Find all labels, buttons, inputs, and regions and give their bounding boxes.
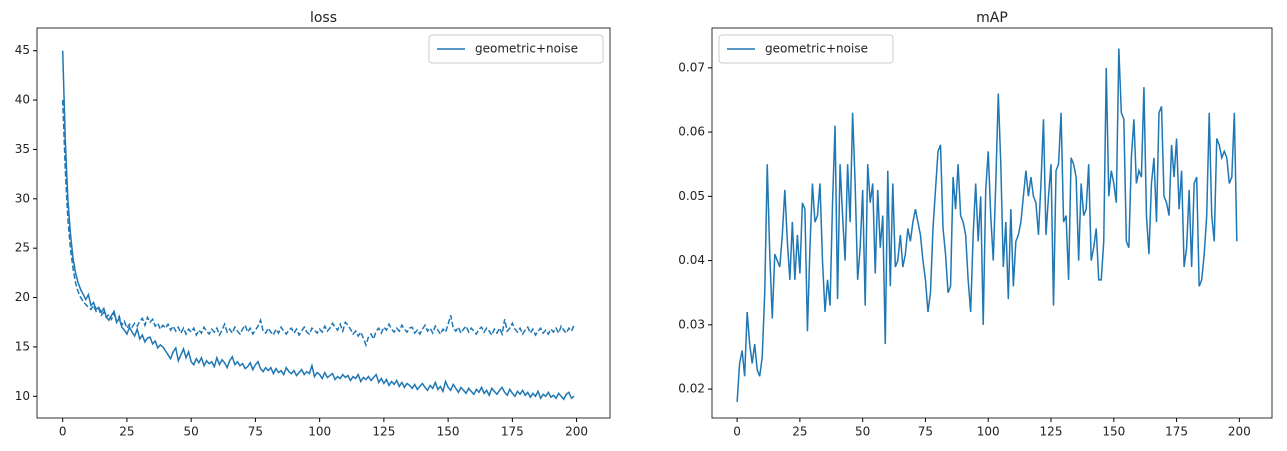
x-tick-label: 0 [733, 425, 741, 439]
x-tick-label: 50 [184, 425, 199, 439]
legend: geometric+noise [428, 34, 604, 64]
series-line [61, 100, 575, 348]
x-tick-label: 200 [1228, 425, 1251, 439]
y-tick-label: 0.06 [678, 125, 705, 139]
x-tick-label: 125 [1040, 425, 1063, 439]
y-tick-label: 0.07 [678, 60, 705, 74]
x-tick-label: 25 [119, 425, 134, 439]
x-tick-label: 75 [248, 425, 263, 439]
subplot: mAP 0 25 50 75 100 125 150 175 200 0.02 0.03 0.04 0.0… [678, 10, 1273, 439]
legend-box [718, 34, 894, 64]
x-tick-label: 75 [918, 425, 933, 439]
legend-label: geometric+noise [765, 42, 868, 56]
x-tick-label: 50 [855, 425, 870, 439]
axes-frame [36, 27, 611, 419]
x-tick-label: 25 [792, 425, 807, 439]
chart-title: loss [310, 10, 337, 26]
x-tick-label: 175 [1165, 425, 1188, 439]
y-tick-label: 0.02 [678, 382, 705, 396]
y-tick-label: 45 [15, 43, 30, 57]
y-tick-label: 0.05 [678, 189, 705, 203]
y-tick-label: 30 [15, 191, 30, 205]
y-tick-label: 0.03 [678, 317, 705, 331]
x-tick-label: 200 [565, 425, 588, 439]
axes-frame [711, 27, 1273, 419]
series-line [736, 48, 1238, 402]
x-tick-label: 100 [977, 425, 1000, 439]
x-tick-label: 100 [308, 425, 331, 439]
legend: geometric+noise [718, 34, 894, 64]
x-tick-label: 0 [59, 425, 67, 439]
legend-box [428, 34, 604, 64]
y-tick-label: 20 [15, 290, 30, 304]
y-tick-label: 40 [15, 93, 30, 107]
x-tick-label: 175 [501, 425, 524, 439]
y-tick-label: 10 [15, 389, 30, 403]
subplot: loss 0 25 50 75 100 125 150 175 200 10 15 20 25 30 35 40… [15, 10, 611, 439]
y-tick-label: 35 [15, 142, 30, 156]
y-tick-label: 15 [15, 339, 30, 353]
y-tick-label: 25 [15, 241, 30, 255]
y-tick-label: 0.04 [678, 253, 705, 267]
chart-title: mAP [976, 10, 1008, 26]
x-tick-label: 125 [372, 425, 395, 439]
x-tick-label: 150 [1102, 425, 1125, 439]
series-line [61, 50, 575, 401]
x-tick-label: 150 [437, 425, 460, 439]
legend-label: geometric+noise [475, 42, 578, 56]
